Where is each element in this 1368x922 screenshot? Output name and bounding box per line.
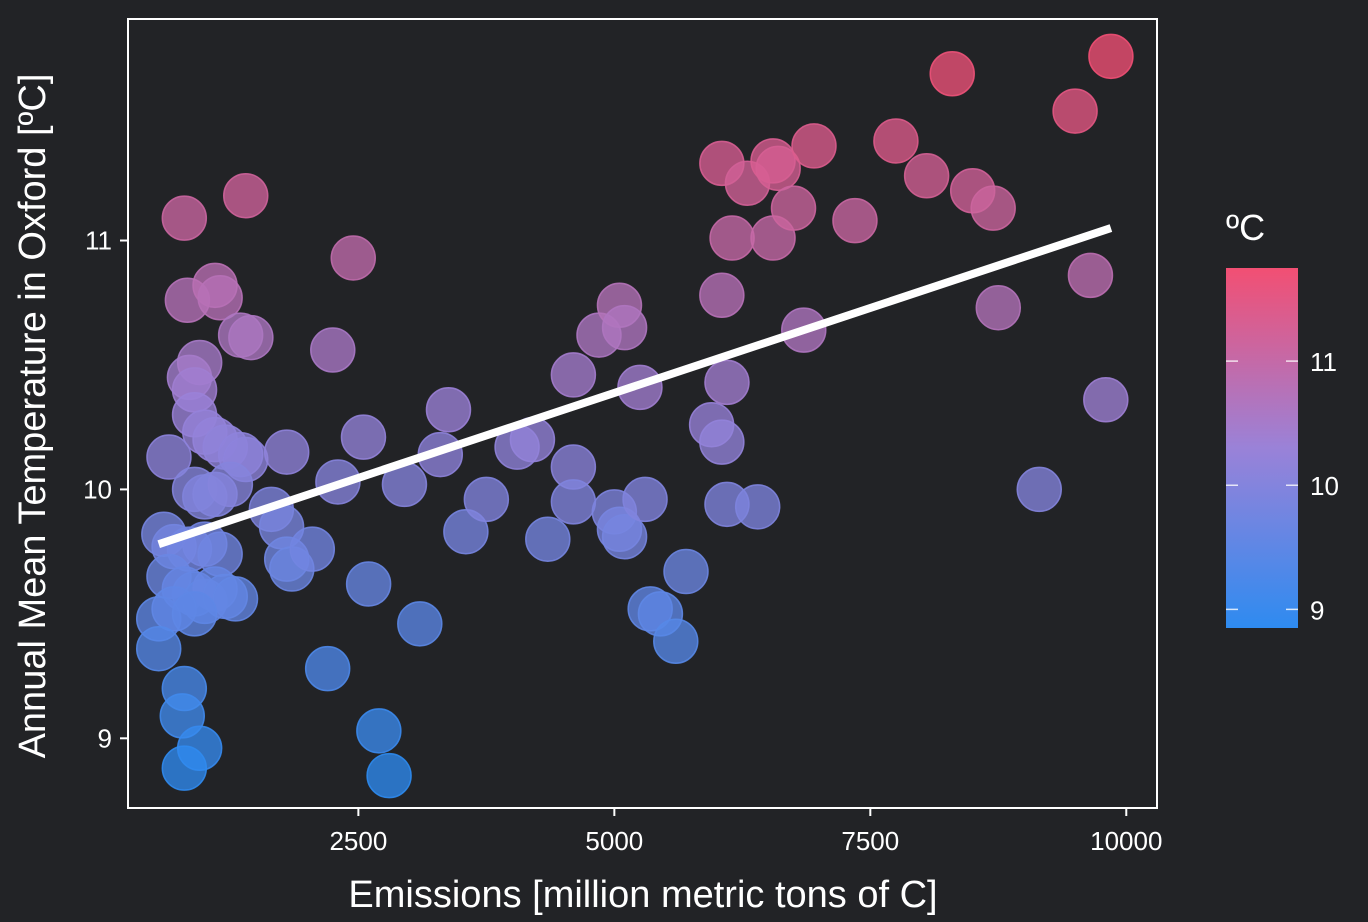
data-point [289,526,336,572]
data-point [1067,252,1114,299]
data-point [356,708,402,754]
data-point [791,123,837,169]
y-tick-label: 10 [83,474,112,504]
data-point [770,185,817,231]
legend-tick-label: 11 [1310,347,1337,377]
data-point [161,195,208,241]
data-point [663,548,709,595]
data-point [929,51,975,97]
data-point [709,215,755,261]
points-layer [135,33,1134,799]
data-point [1016,466,1063,513]
data-point [1083,377,1129,423]
color-legend: ºC 9 10 11 [1226,207,1339,628]
data-point [310,327,356,373]
legend-tick-label: 9 [1310,595,1324,625]
plot-panel [127,18,1158,809]
y-axis-title: Annual Mean Temperature in Oxford [ºC] [12,74,54,759]
data-point [601,304,648,351]
data-point [443,508,489,555]
x-axis-title: Emissions [million metric tons of C] [348,874,937,916]
data-point [397,601,443,647]
data-point [653,618,699,664]
legend-colorbar [1226,268,1298,628]
data-point [699,419,745,465]
data-point [135,625,182,672]
data-point [601,513,648,560]
data-point [340,414,387,460]
x-tick-label: 5000 [585,826,643,856]
data-point [832,197,878,244]
data-point [975,284,1022,331]
legend-tick-label: 10 [1310,471,1339,501]
data-point [366,752,412,799]
data-point [970,185,1016,231]
data-point [263,429,310,475]
data-point [550,352,597,398]
data-point [304,645,351,692]
data-point [622,476,668,523]
data-point [755,145,801,192]
data-point [734,484,781,530]
data-point [425,387,472,433]
y-axis: 9 10 11 [83,226,128,753]
data-point [463,476,510,523]
data-point [207,461,254,508]
data-point [525,516,571,562]
data-point [903,153,950,199]
data-point [699,272,745,319]
y-tick-label: 9 [98,723,112,753]
x-tick-label: 2500 [329,826,387,856]
trend-line [157,224,1113,548]
data-point [345,561,392,607]
legend-title: ºC [1226,207,1265,248]
data-point [222,172,269,219]
y-tick-label: 11 [85,226,112,256]
x-tick-label: 10000 [1090,826,1162,856]
data-point [212,576,259,622]
data-point [330,235,377,281]
data-point [197,275,243,321]
data-point [1052,88,1098,134]
x-tick-label: 7500 [841,826,899,856]
data-point [228,314,274,361]
data-point [873,118,919,164]
data-point [146,434,192,480]
data-point [1088,33,1134,80]
x-axis: 2500 5000 7500 10000 [329,808,1162,856]
data-point [161,745,208,791]
data-point [550,479,597,525]
data-point [171,591,218,637]
legend-ticks: 9 10 11 [1226,347,1339,625]
data-point [704,359,750,406]
